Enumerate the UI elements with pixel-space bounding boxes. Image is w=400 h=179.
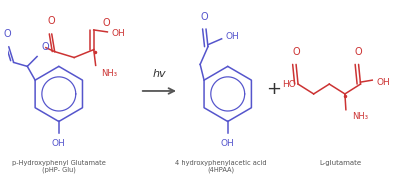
Text: 4 hydroxyphenylacetic acid: 4 hydroxyphenylacetic acid xyxy=(175,160,267,166)
Text: OH: OH xyxy=(226,32,239,41)
Text: (4HPAA): (4HPAA) xyxy=(207,166,234,173)
Text: (pHP- Glu): (pHP- Glu) xyxy=(42,166,76,173)
Text: +: + xyxy=(266,80,281,98)
Text: OH: OH xyxy=(52,139,66,148)
Text: O: O xyxy=(48,16,56,26)
Text: HO: HO xyxy=(282,80,296,89)
Text: p-Hydroxyphenyl Glutamate: p-Hydroxyphenyl Glutamate xyxy=(12,160,106,166)
Text: O: O xyxy=(355,47,362,57)
Text: O: O xyxy=(4,29,12,39)
Text: O: O xyxy=(200,12,208,22)
Text: NH₃: NH₃ xyxy=(352,112,368,121)
Text: NH₃: NH₃ xyxy=(102,69,118,78)
Text: OH: OH xyxy=(221,139,235,148)
Text: hv: hv xyxy=(152,69,166,79)
Text: O: O xyxy=(102,18,110,28)
Text: L-glutamate: L-glutamate xyxy=(319,160,361,166)
Text: O: O xyxy=(42,42,50,52)
Text: OH: OH xyxy=(376,78,390,87)
Text: O: O xyxy=(292,47,300,57)
Text: OH: OH xyxy=(111,29,125,38)
